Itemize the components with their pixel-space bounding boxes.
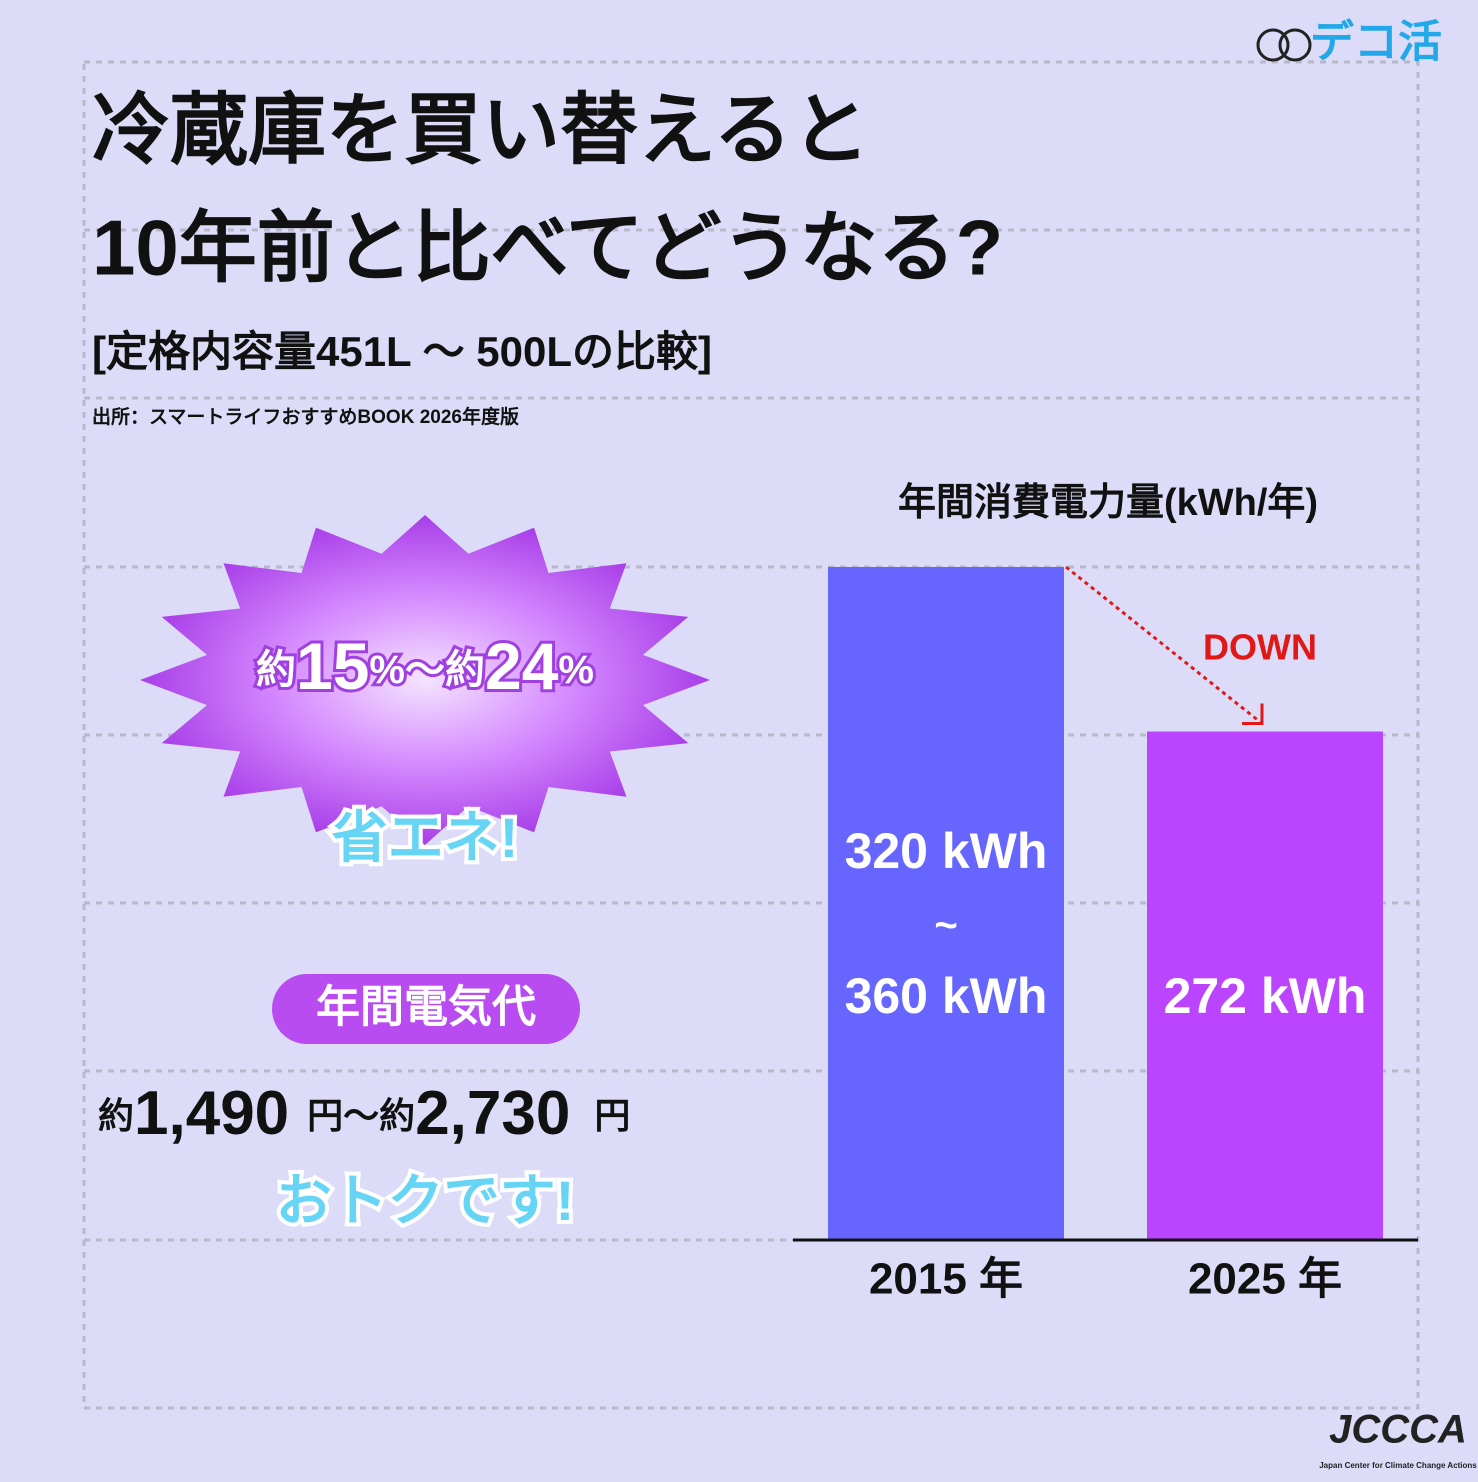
bar — [1147, 731, 1383, 1240]
savings-part: % — [558, 648, 594, 692]
arrow-head — [1242, 703, 1264, 726]
subtitle: [定格内容量451L ～ 500Lの比較] — [92, 328, 712, 375]
value-label: 320 kWh — [845, 823, 1048, 879]
annotation: DOWN — [1203, 627, 1317, 668]
x-tick-label: 2015 年 — [869, 1255, 1023, 1304]
cost-part: 約 — [98, 1095, 134, 1136]
x-tick-label: 2025 年 — [1188, 1255, 1342, 1304]
footer-text: Japan Center for Climate Change Actions — [1319, 1461, 1477, 1470]
cost-value: 2,730 — [415, 1079, 570, 1148]
logo: デコ活 — [1256, 17, 1442, 67]
savings-text: 約15%～約24% — [256, 629, 594, 703]
value-label: 360 kWh — [845, 968, 1048, 1024]
bar-chart: 2015 年 320 kWh ~360 kWh 2025 年 272 kWh DOWN — [793, 565, 1418, 1304]
cost-badge-text: 年間電気代 — [316, 983, 536, 1032]
value-label: 272 kWh — [1164, 968, 1367, 1024]
savings-value: 15 — [296, 629, 369, 703]
cost-caption: おトクです! — [276, 1169, 575, 1232]
title-line: 10年前と比べてどうなる? — [92, 204, 1003, 292]
logo-text: デコ活 — [1310, 17, 1442, 67]
savings-part: 約 — [256, 648, 296, 692]
cost-part: 円～約 — [307, 1095, 415, 1136]
burst-shape — [140, 515, 710, 845]
cost-text: 約1,490 円～約2,730 円 — [98, 1079, 630, 1148]
cost-badge — [272, 974, 580, 1044]
savings-value: 24 — [485, 629, 559, 703]
source: 出所：スマートライフおすすめBOOK 2026年度版 — [92, 405, 519, 428]
footer-logo: JCCCA — [1329, 1408, 1467, 1452]
down-arrow — [1065, 565, 1263, 725]
chart-title: 年間消費電力量(kWh/年) — [898, 482, 1318, 524]
title-line: 冷蔵庫を買い替えると — [92, 86, 870, 174]
cost-part: 円 — [594, 1095, 630, 1136]
savings-caption: 省エネ! — [332, 806, 519, 869]
savings-part: %～約 — [369, 648, 485, 692]
cost-value: 1,490 — [134, 1079, 289, 1148]
range-sign: ~ — [934, 904, 957, 948]
bar — [828, 567, 1064, 1240]
